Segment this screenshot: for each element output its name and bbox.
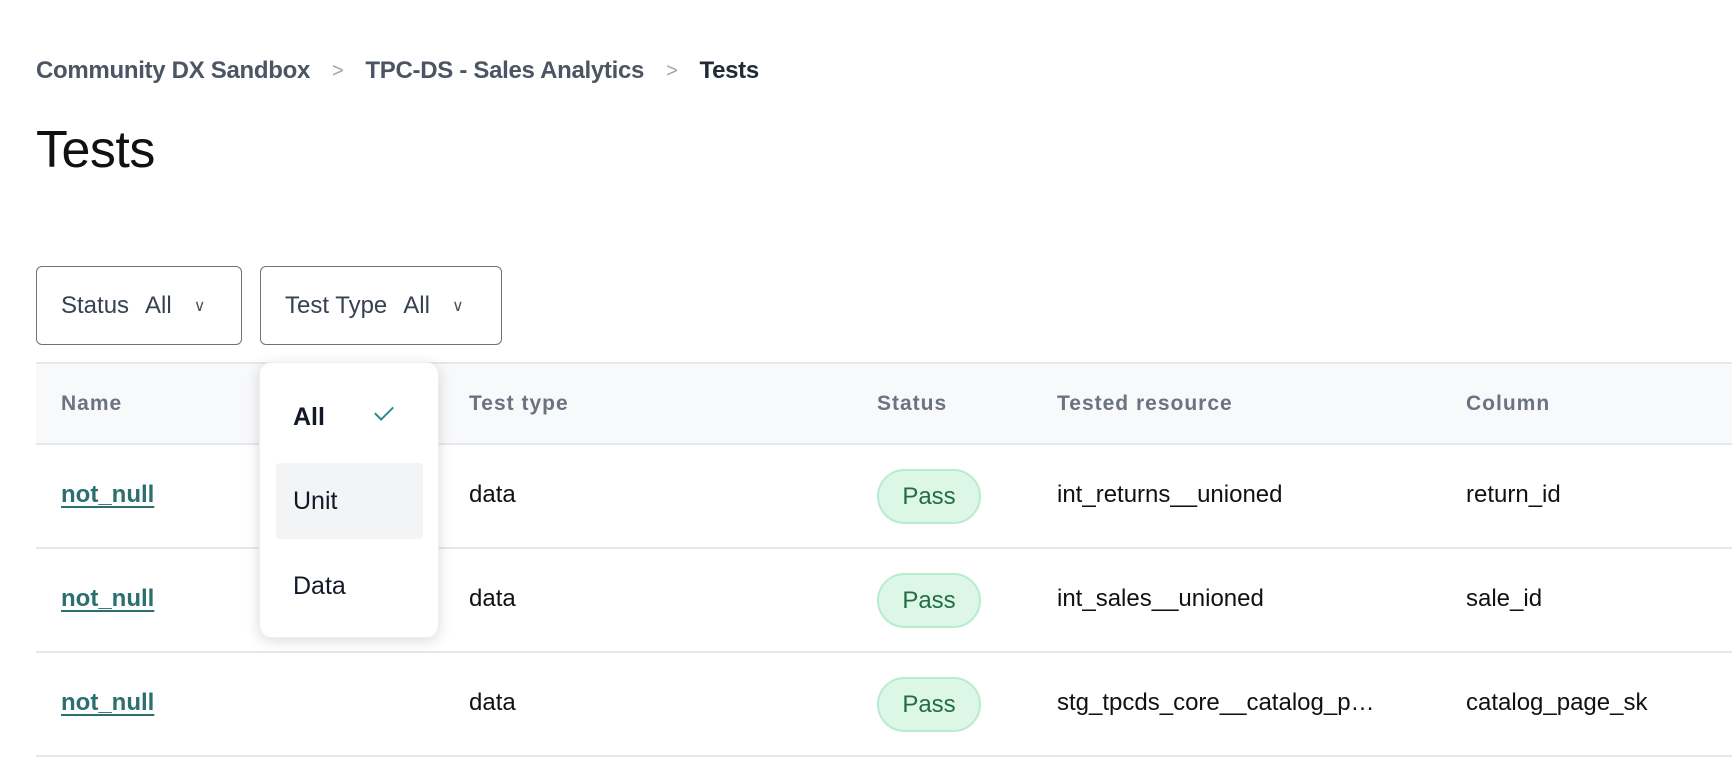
option-label: Data [293, 571, 346, 600]
status-badge: Pass [877, 573, 981, 628]
tested-resource-cell: stg_tpcds_core__catalog_p… [1057, 689, 1375, 716]
breadcrumb-item-workspace[interactable]: Community DX Sandbox [36, 57, 311, 84]
chevron-down-icon: ∨ [451, 297, 464, 315]
table-row: not_null data Pass int_returns__unioned … [36, 445, 1732, 549]
check-icon [374, 401, 394, 421]
breadcrumb-item-current: Tests [699, 57, 759, 84]
test-name-link[interactable]: not_null [61, 585, 155, 612]
filter-label: Status [61, 291, 130, 319]
column-header-column[interactable]: Column [1466, 392, 1551, 415]
status-badge: Pass [877, 677, 981, 732]
test-type-cell: data [469, 689, 516, 716]
filter-value: All [403, 291, 430, 319]
test-name-link[interactable]: not_null [61, 689, 155, 716]
column-cell: sale_id [1466, 585, 1543, 612]
column-cell: catalog_page_sk [1466, 689, 1648, 716]
column-cell: return_id [1466, 481, 1561, 508]
dropdown-option-all[interactable]: All [276, 379, 423, 455]
status-filter-button[interactable]: Status All ∨ [36, 266, 242, 345]
option-label: All [293, 402, 325, 431]
dropdown-option-data[interactable]: Data [276, 548, 423, 624]
column-header-tested-resource[interactable]: Tested resource [1057, 392, 1233, 415]
chevron-down-icon: ∨ [193, 297, 206, 315]
breadcrumb-item-project[interactable]: TPC-DS - Sales Analytics [365, 57, 645, 84]
column-header-name[interactable]: Name [61, 392, 123, 415]
chevron-right-icon: > [332, 59, 344, 82]
column-header-status[interactable]: Status [877, 392, 948, 415]
dropdown-option-unit[interactable]: Unit [276, 463, 423, 539]
filter-value: All [145, 291, 172, 319]
chevron-right-icon: > [666, 59, 678, 82]
test-name-link[interactable]: not_null [61, 481, 155, 508]
tested-resource-cell: int_sales__unioned [1057, 585, 1264, 612]
table-row: not_null data Pass stg_tpcds_core__catal… [36, 653, 1732, 757]
test-type-dropdown-menu: All Unit Data [259, 362, 439, 638]
test-type-cell: data [469, 585, 516, 612]
option-label: Unit [293, 486, 338, 515]
table-row: not_null data Pass int_sales__unioned sa… [36, 549, 1732, 653]
breadcrumb: Community DX Sandbox > TPC-DS - Sales An… [36, 56, 759, 86]
column-header-test-type[interactable]: Test type [469, 392, 569, 415]
test-type-filter-button[interactable]: Test Type All ∨ [260, 266, 502, 345]
status-badge: Pass [877, 469, 981, 524]
filter-label: Test Type [285, 291, 388, 319]
page-title: Tests [36, 121, 155, 179]
test-type-cell: data [469, 481, 516, 508]
tested-resource-cell: int_returns__unioned [1057, 481, 1283, 508]
